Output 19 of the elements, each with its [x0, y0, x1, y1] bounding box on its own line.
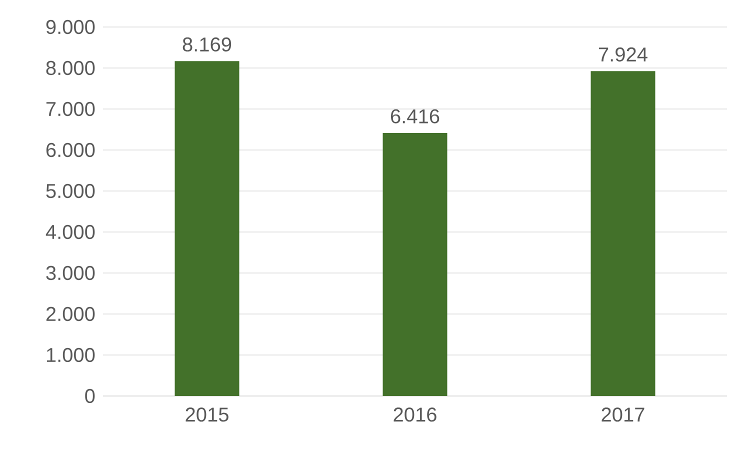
y-tick-label: 9.000 [46, 20, 95, 34]
y-tick-label: 4.000 [46, 224, 95, 240]
bar [382, 132, 448, 396]
bar [590, 71, 656, 396]
data-label: 6.416 [390, 109, 440, 124]
x-tick-label: 2015 [186, 408, 228, 422]
y-tick-label: 8.000 [46, 60, 95, 76]
bar [174, 61, 240, 396]
y-tick-label: 6.000 [46, 142, 95, 158]
y-tick-label: 7.000 [46, 102, 95, 116]
y-tick-label: 0 [85, 388, 95, 404]
data-label: 8.169 [182, 37, 232, 52]
x-tick-label: 2017 [602, 408, 644, 422]
y-tick-label: 1.000 [46, 348, 95, 362]
y-tick-label: 5.000 [46, 184, 95, 198]
y-tick-label: 2.000 [46, 306, 95, 322]
y-tick-label: 3.000 [46, 266, 95, 280]
data-label: 7.924 [598, 47, 648, 62]
x-tick-label: 2016 [394, 408, 436, 422]
